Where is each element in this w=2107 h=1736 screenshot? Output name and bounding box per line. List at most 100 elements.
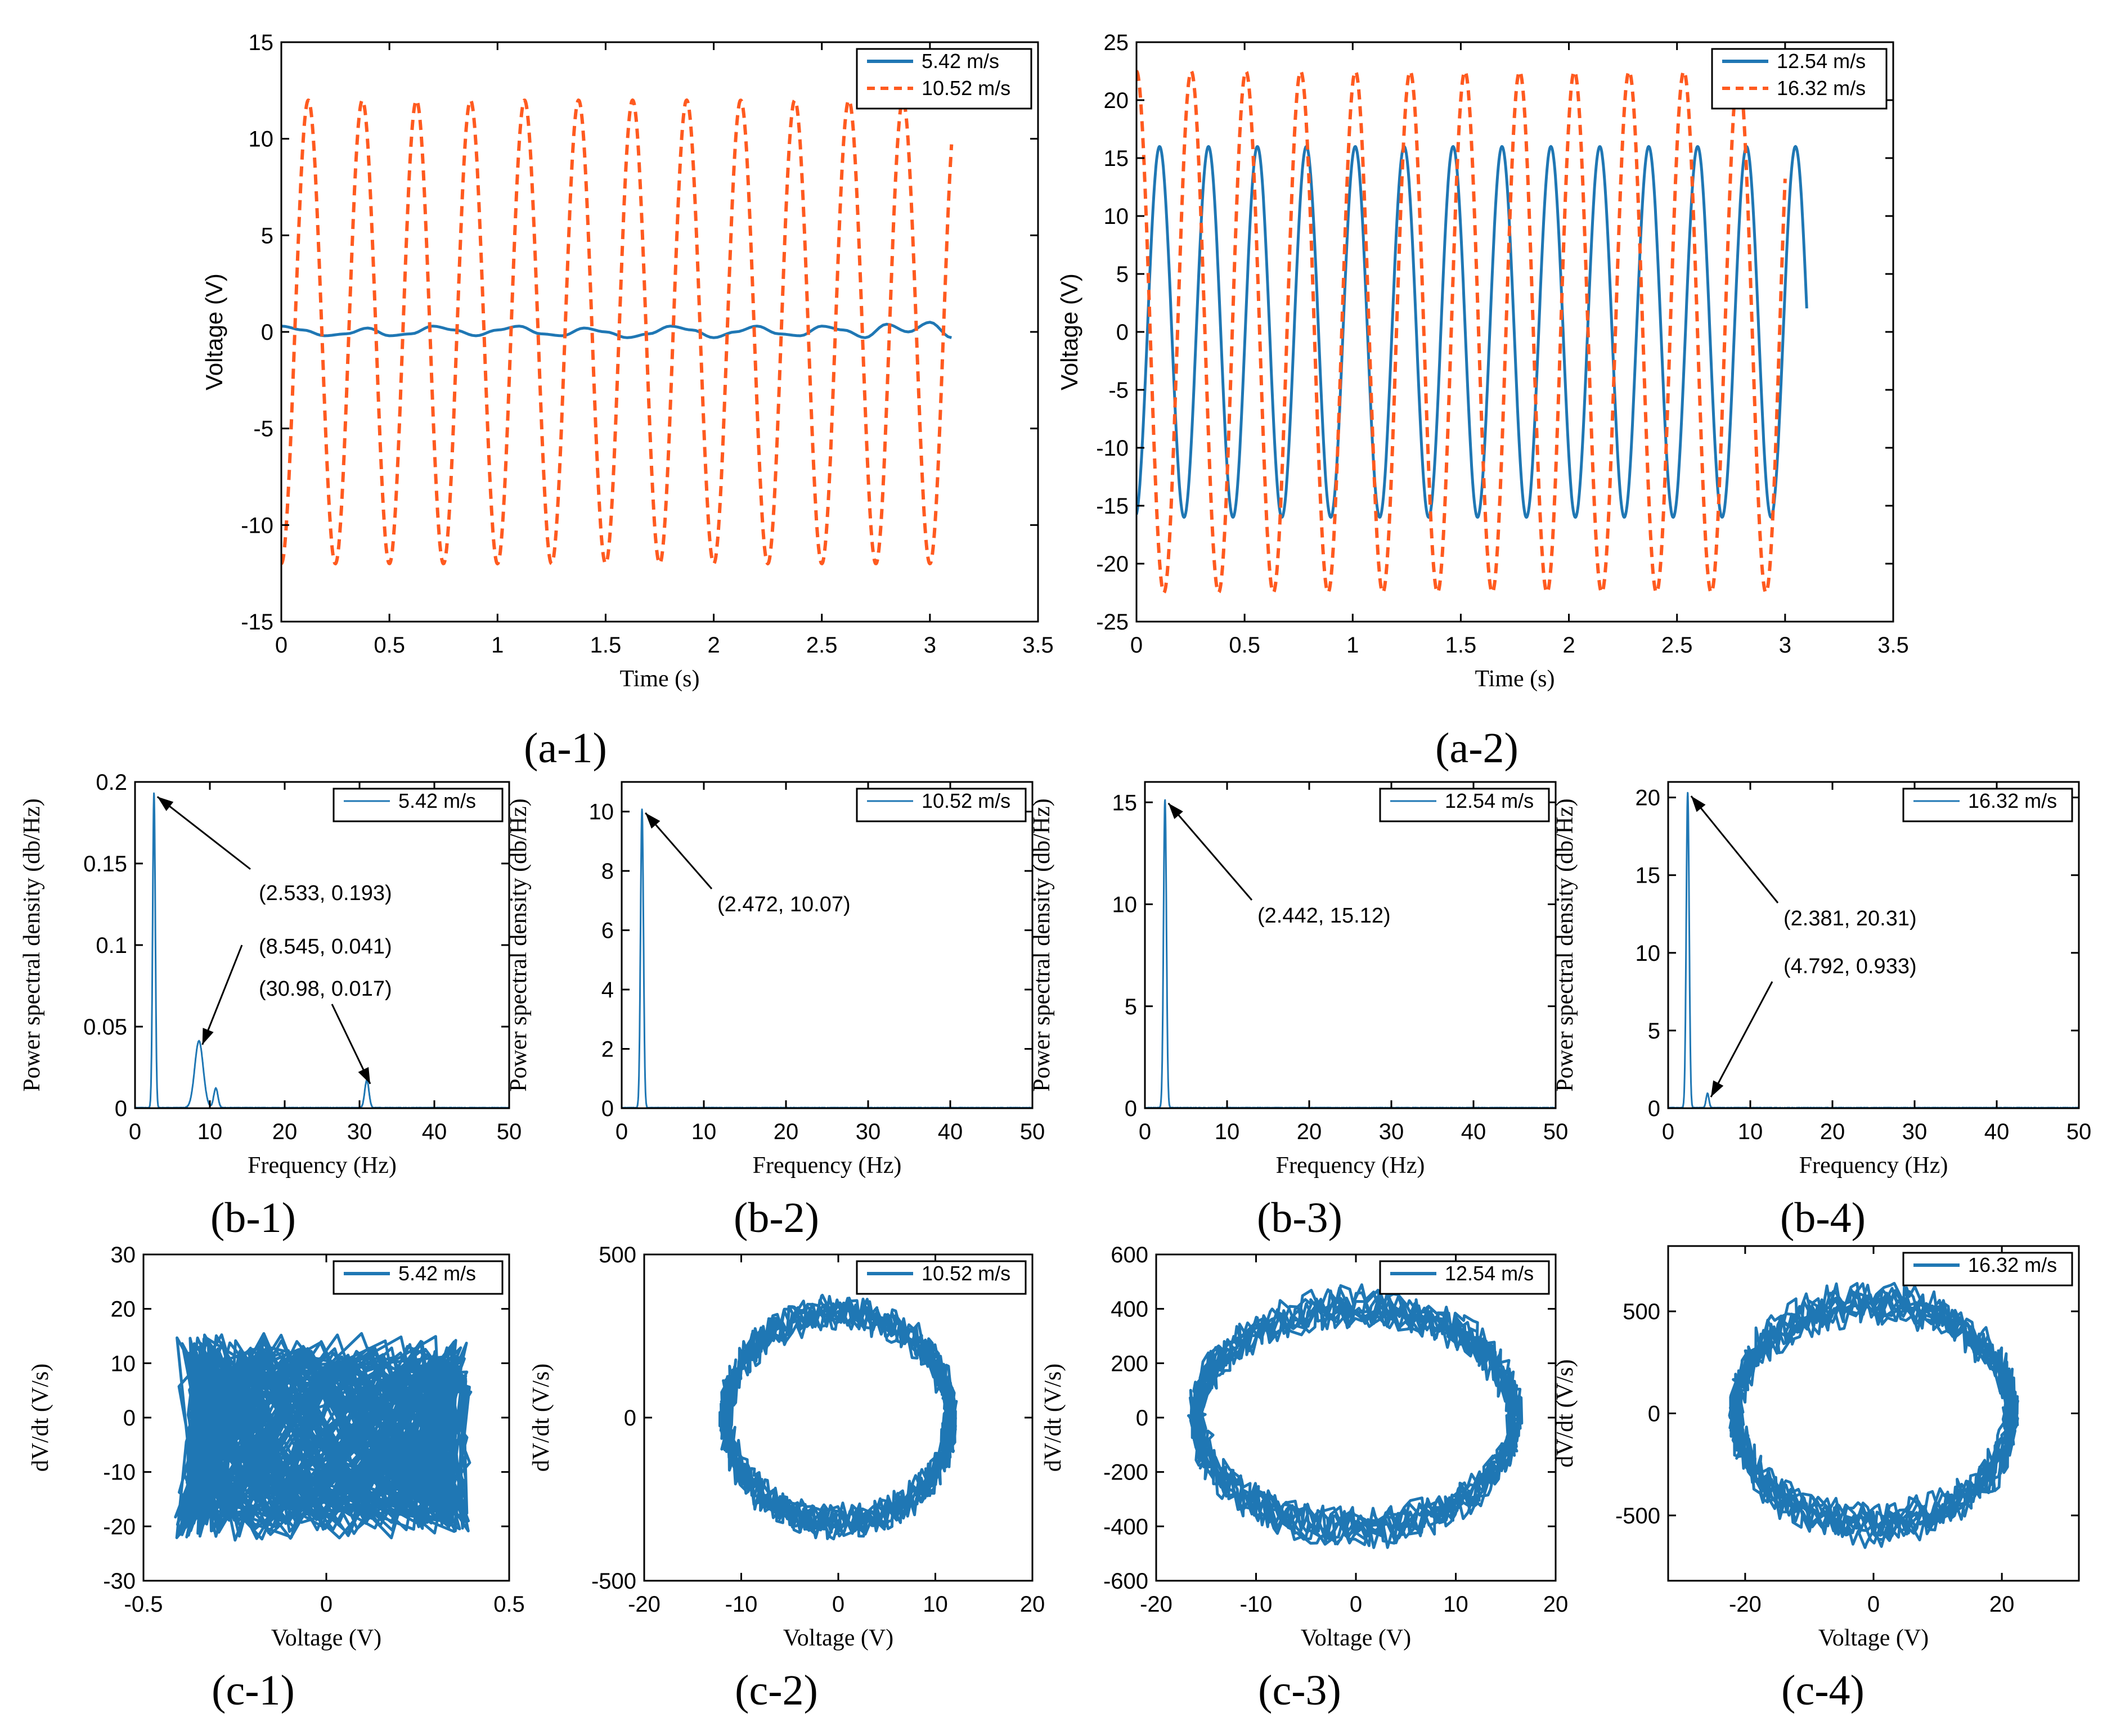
legend-label: 16.32 m/s <box>1777 77 1866 100</box>
legend-label: 16.32 m/s <box>1968 789 2057 812</box>
plot-area <box>174 1332 473 1542</box>
x-tick-label: 30 <box>856 1119 881 1144</box>
y-tick-label: -20 <box>103 1514 136 1539</box>
y-axis-label: dV/dt (V/s) <box>528 1364 554 1472</box>
x-tick-label: 0 <box>616 1119 628 1144</box>
legend-label: 10.52 m/s <box>922 77 1010 100</box>
x-tick-label: 20 <box>1989 1592 2015 1617</box>
y-tick-label: 4 <box>601 978 614 1002</box>
x-tick-label: 10 <box>197 1119 223 1144</box>
panel-label: (c-4) <box>1781 1667 1865 1714</box>
panel-label: (a-1) <box>524 725 607 772</box>
annotation-label: (4.792, 0.933) <box>1783 955 1917 978</box>
arrow-head <box>157 797 174 811</box>
x-axis-label: Voltage (V) <box>1301 1625 1411 1651</box>
x-tick-label: 0 <box>832 1592 844 1617</box>
y-tick-label: -10 <box>1096 436 1129 461</box>
y-tick-label: 0 <box>1116 320 1129 345</box>
x-tick-label: 10 <box>1443 1592 1468 1617</box>
legend-box <box>1902 788 2073 822</box>
y-tick-label: 2 <box>601 1037 614 1062</box>
y-axis-label: dV/dt (V/s) <box>1040 1364 1066 1472</box>
panel-label: (b-2) <box>734 1194 819 1242</box>
x-tick-label: 50 <box>1543 1119 1569 1144</box>
legend: 12.54 m/s <box>1379 788 1550 822</box>
y-tick-label: 0 <box>1648 1096 1660 1121</box>
y-tick-label: 5 <box>261 223 273 248</box>
plot-area <box>718 1293 958 1541</box>
x-tick-label: 50 <box>497 1119 522 1144</box>
y-tick-label: 30 <box>111 1243 136 1267</box>
annotation-label: (2.381, 20.31) <box>1783 907 1917 930</box>
panel-b4: 0 10 20 30 40 50 0 5 10 15 20 Frequency (Hz) Power s… <box>1552 781 2092 1242</box>
x-axis-label: Frequency (Hz) <box>1276 1153 1425 1179</box>
x-tick-label: 20 <box>774 1119 799 1144</box>
legend: 12.54 m/s <box>1379 1260 1550 1295</box>
y-tick-label: -15 <box>241 610 273 635</box>
plot-frame <box>1667 781 2080 1109</box>
x-axis-label: Voltage (V) <box>1818 1625 1929 1651</box>
x-tick-label: -10 <box>725 1592 758 1617</box>
x-tick-label: 50 <box>2066 1119 2092 1144</box>
y-axis-label: Power spectral density (db/Hz) <box>1029 798 1055 1091</box>
y-tick-label: -5 <box>253 417 273 442</box>
x-tick-label: 3.5 <box>1022 633 1054 658</box>
y-axis-label: Voltage (V) <box>201 273 227 390</box>
legend-box <box>1379 788 1550 822</box>
y-tick-label: 15 <box>1636 863 1661 888</box>
x-tick-label: 0 <box>1867 1592 1880 1617</box>
y-tick-label: 0.1 <box>96 933 127 958</box>
legend-label: 10.52 m/s <box>922 789 1010 812</box>
y-tick-label: 15 <box>1112 790 1138 815</box>
x-tick-label: 0.5 <box>493 1592 525 1617</box>
series-line-1 <box>622 808 1032 1108</box>
x-tick-label: 40 <box>1461 1119 1486 1144</box>
plot-area <box>1145 799 1556 1108</box>
annotation: (2.442, 15.12) <box>1167 802 1391 928</box>
x-axis-label: Voltage (V) <box>783 1625 893 1651</box>
plot-frame <box>280 41 1039 623</box>
annotation: (30.98, 0.017) <box>259 977 392 1085</box>
x-tick-label: 1 <box>491 633 504 658</box>
x-tick-label: 0 <box>1662 1119 1674 1144</box>
x-tick-label: 0 <box>1130 633 1143 658</box>
x-axis-label: Time (s) <box>620 666 700 692</box>
x-tick-label: 10 <box>691 1119 717 1144</box>
plot-area <box>622 808 1032 1108</box>
annotation: (2.472, 10.07) <box>644 812 851 916</box>
y-tick-label: 500 <box>599 1243 636 1267</box>
arrow-head <box>1168 803 1183 819</box>
legend-box <box>1902 1252 2073 1287</box>
series-line-1 <box>718 1293 958 1541</box>
annotation-arrow <box>644 812 713 889</box>
y-tick-label: 15 <box>1104 146 1129 171</box>
panel-label: (b-4) <box>1780 1194 1866 1242</box>
y-tick-label: 0 <box>261 320 273 345</box>
y-axis-label: Voltage (V) <box>1056 273 1082 390</box>
x-tick-label: 3 <box>1779 633 1791 658</box>
annotation: (2.381, 20.31) <box>1690 795 1917 930</box>
y-tick-label: -200 <box>1103 1460 1148 1485</box>
annotation: (4.792, 0.933) <box>1710 955 1917 1098</box>
y-tick-label: 5 <box>1648 1019 1660 1044</box>
legend-label: 5.42 m/s <box>398 1262 476 1285</box>
panel-b2: 0 10 20 30 40 50 0 2 4 6 8 10 Frequency (Hz) Power sp… <box>506 781 1045 1242</box>
arrow-head <box>1691 796 1706 812</box>
x-tick-label: 20 <box>1297 1119 1322 1144</box>
y-tick-label: 20 <box>111 1297 136 1322</box>
y-tick-label: -400 <box>1103 1514 1148 1539</box>
y-tick-label: 0 <box>115 1096 127 1121</box>
arrow-head <box>1710 1080 1724 1098</box>
x-tick-label: 0 <box>129 1119 141 1144</box>
panel-c2: -20 -10 0 10 20 -500 0 500 Voltage (V) dV/dt (V/s… <box>528 1243 1045 1714</box>
legend-label: 5.42 m/s <box>398 789 476 812</box>
legend-label: 5.42 m/s <box>922 50 999 73</box>
x-tick-label: 0.5 <box>1229 633 1260 658</box>
y-tick-label: 10 <box>249 127 274 152</box>
x-tick-label: 30 <box>1379 1119 1404 1144</box>
legend: 5.42 m/s 10.52 m/s <box>856 48 1032 110</box>
series-line-1 <box>281 321 952 339</box>
panel-a2: 0 0.5 1 1.5 2 2.5 3 3.5 -25 -20 -15 -10 -5 0 5 10 15 20 25… <box>1056 30 1909 772</box>
y-tick-label: 25 <box>1104 30 1129 55</box>
